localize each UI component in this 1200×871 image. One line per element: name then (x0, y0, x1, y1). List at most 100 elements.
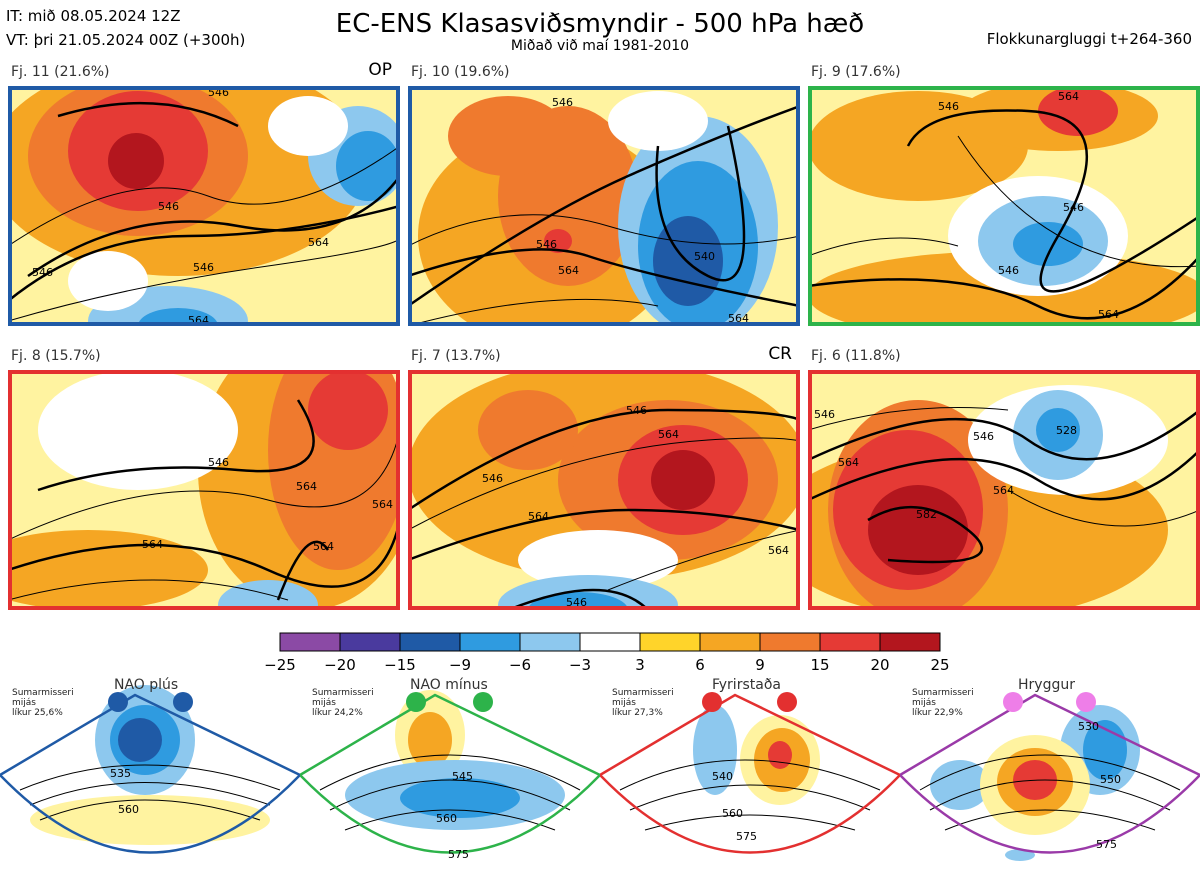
cluster-panel-7[interactable]: Fj. 7 (13.7%) CR 546 546 564 564 564 546 (408, 344, 800, 610)
contour-label: 564 (768, 544, 789, 557)
panel-tag: CR (768, 344, 792, 364)
cluster-panel-9[interactable]: Fj. 9 (17.6%) 546 564 546 546 564 (808, 64, 1200, 326)
colorbar-swatch (459, 632, 521, 652)
regime-dot (108, 692, 128, 712)
regime-nao-plus[interactable]: 535 560 NAO plús Sumarmisseri mijás líku… (0, 677, 300, 870)
regime-dot (173, 692, 193, 712)
contour-label: 546 (536, 238, 557, 251)
regime-note: Sumarmisseri mijás líkur 22,9% (912, 688, 982, 718)
contour-label: 546 (566, 596, 587, 609)
panel-label: Fj. 8 (15.7%) (11, 348, 101, 364)
regime-map: 535 560 (0, 685, 300, 854)
regime-title: Fyrirstaða (712, 677, 781, 693)
contour-label: 560 (436, 812, 457, 825)
colorbar-tick-label: −15 (384, 656, 416, 674)
regime-dot (1003, 692, 1023, 712)
cluster-panel-11[interactable]: Fj. 11 (21.6%) OP 546 546 546 564 546 56… (8, 60, 400, 326)
regime-border (600, 693, 900, 854)
contour-label: 564 (142, 538, 163, 551)
panel-label: Fj. 9 (17.6%) (811, 64, 901, 80)
contour-label: 545 (452, 770, 473, 783)
panel-tag: OP (368, 60, 392, 80)
contour-label: 546 (32, 266, 53, 279)
contour-label: 564 (313, 540, 334, 553)
regime-nao-minus[interactable]: 545 560 575 NAO mínus Sumarmisseri mijás… (300, 677, 600, 870)
classification-window: Flokkunargluggi t+264-360 (986, 30, 1192, 48)
contour-label: 564 (528, 510, 549, 523)
contour-label: 560 (722, 807, 743, 820)
colorbar-tick-label: 3 (635, 656, 645, 674)
contour-label: 546 (482, 472, 503, 485)
regime-dot (473, 692, 493, 712)
contour-label: 575 (1096, 838, 1117, 851)
contour-label: 575 (736, 830, 757, 843)
regime-note: Sumarmisseri mijás líkur 24,2% (312, 688, 382, 718)
contour-label: 546 (814, 408, 835, 421)
contour-label: 564 (1098, 308, 1119, 321)
colorbar-tick-label: 6 (695, 656, 705, 674)
contour-label: 550 (1100, 773, 1121, 786)
contour-label: 564 (658, 428, 679, 441)
colorbar-swatch (819, 632, 881, 652)
regime-dot (702, 692, 722, 712)
page-title: EC-ENS Klasasviðsmyndir - 500 hPa hæð (335, 9, 865, 39)
regime-note: Sumarmisseri mijás líkur 25,6% (12, 688, 82, 718)
colorbar-tick-label: 15 (810, 656, 830, 674)
colorbar-tick-label: 9 (755, 656, 765, 674)
regime-title: NAO mínus (410, 677, 488, 693)
colorbar-tick-label: −3 (568, 656, 592, 674)
regime-note: Sumarmisseri mijás líkur 27,3% (612, 688, 682, 718)
cluster-map: 546 564 564 564 564 (8, 370, 400, 610)
regime-title: NAO plús (114, 677, 179, 693)
regime-note-lines: Sumarmisseri mijás líkur 22,9% (912, 688, 974, 718)
contour-label: 564 (838, 456, 859, 469)
contour-label: 564 (728, 312, 749, 325)
cluster-map: 546 546 546 564 546 564 (8, 86, 400, 326)
contour-label: 560 (118, 803, 139, 816)
regime-note-lines: Sumarmisseri mijás líkur 24,2% (312, 688, 374, 718)
colorbar-swatch (279, 632, 341, 652)
contour-label: 564 (558, 264, 579, 277)
regime-border (0, 693, 300, 854)
contour-label: 546 (1063, 201, 1084, 214)
contour-label: 546 (208, 456, 229, 469)
colorbar-tick-label: 20 (870, 656, 890, 674)
contour-label: 535 (110, 767, 131, 780)
regime-map: 530 550 575 (900, 692, 1200, 861)
colorbar-swatch (339, 632, 401, 652)
regime-ridge[interactable]: 530 550 575 Hryggur Sumarmisseri mijás l… (900, 677, 1200, 870)
regime-border (900, 693, 1200, 854)
cluster-panel-6[interactable]: Fj. 6 (11.8%) 546 546 564 564 582 528 (808, 348, 1200, 610)
colorbar-swatch (639, 632, 701, 652)
cluster-map: 546 546 564 564 582 528 (808, 370, 1200, 610)
contour-label: 546 (998, 264, 1019, 277)
contour-label: 546 (626, 404, 647, 417)
colorbar-labels: −25 −20 −15 −9 −6 −3 3 6 9 15 20 25 (0, 656, 1200, 676)
colorbar-swatches (279, 632, 941, 652)
panel-border (808, 86, 1200, 326)
contour-label: 546 (973, 430, 994, 443)
page-subtitle: Miðað við maí 1981-2010 (510, 38, 690, 54)
colorbar-swatch (759, 632, 821, 652)
regime-title: Hryggur (1018, 677, 1075, 693)
colorbar-swatch (879, 632, 941, 652)
cluster-map: 546 546 564 540 564 (408, 86, 800, 326)
regime-border (300, 693, 600, 854)
header-info: IT: mið 08.05.2024 12Z VT: þri 21.05.202… (6, 4, 245, 52)
cluster-panel-10[interactable]: Fj. 10 (19.6%) 546 546 564 540 564 (408, 64, 800, 326)
contour-label: 546 (158, 200, 179, 213)
contour-label: 540 (712, 770, 733, 783)
regime-blocking[interactable]: 540 560 575 Fyrirstaða Sumarmisseri mijá… (600, 677, 900, 870)
cluster-panel-8[interactable]: Fj. 8 (15.7%) 546 564 564 564 564 (8, 348, 400, 610)
regime-dot (406, 692, 426, 712)
contour-label: 528 (1056, 424, 1077, 437)
panel-label: Fj. 7 (13.7%) (411, 348, 501, 364)
regime-map: 545 560 575 (300, 690, 600, 861)
contour-label: 530 (1078, 720, 1099, 733)
panel-border (408, 370, 800, 610)
panel-border (808, 370, 1200, 610)
valid-time: VT: þri 21.05.2024 00Z (+300h) (6, 31, 246, 49)
colorbar (278, 632, 942, 656)
cluster-map: 546 564 546 546 564 (808, 86, 1200, 326)
regime-dot (777, 692, 797, 712)
